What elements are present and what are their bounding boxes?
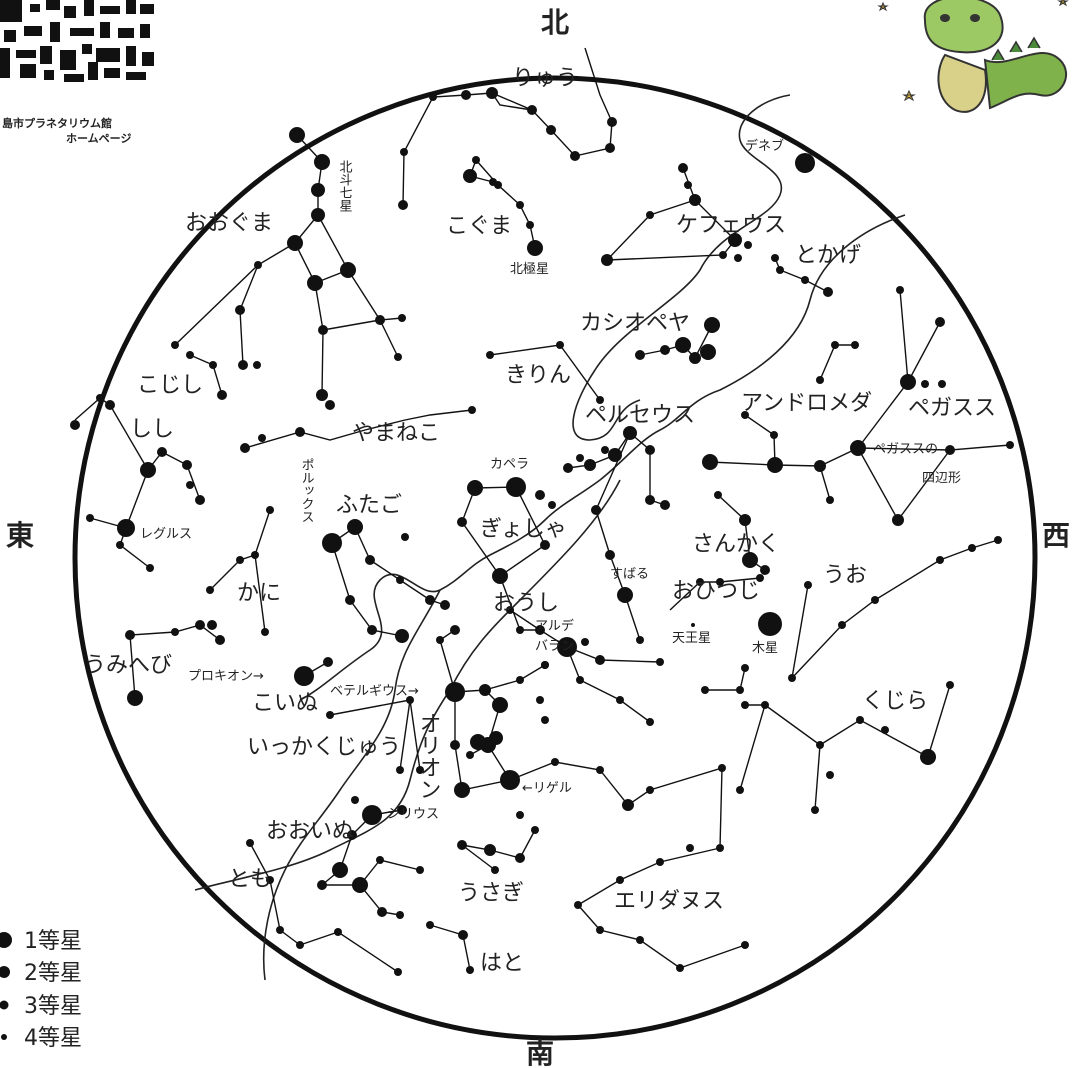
- label-oushi: おうし: [493, 591, 559, 616]
- label-ooinu: おおいぬ: [266, 819, 354, 844]
- stars: [70, 87, 1014, 976]
- label-kirin: きりん: [505, 363, 571, 388]
- south-label: 南: [526, 1037, 554, 1068]
- horizon-circle: [72, 75, 1038, 1041]
- label-sankaku: さんかく: [692, 532, 780, 557]
- label-subaru: すばる: [610, 567, 649, 582]
- label-procyon: プロキオン→: [188, 669, 264, 684]
- qr-code[interactable]: 島市プラネタリウム館 ホームページ: [0, 0, 160, 145]
- label-andromeda: アンドロメダ: [741, 391, 872, 416]
- label-koguma: こぐま: [446, 214, 512, 239]
- legend-dot-mag4: [1, 1034, 7, 1040]
- label-perseus: ペルセウス: [585, 403, 695, 428]
- label-eridanus: エリダヌス: [614, 889, 724, 914]
- constellation-labels: りゅう こぐま おおぐま 北斗七星 北極星 こじし しし レグルス やまねこ き…: [84, 66, 996, 976]
- magnitude-legend: 1等星 2等星 3等星 4等星: [0, 929, 82, 1051]
- legend-label-mag3: 3等星: [24, 994, 82, 1019]
- legend-dot-mag1: [0, 932, 12, 948]
- legend-label-mag4: 4等星: [24, 1026, 82, 1051]
- label-tomo: とも: [228, 867, 272, 892]
- label-umihebi: うみへび: [84, 653, 172, 678]
- qr-caption-line1: 島市プラネタリウム館: [2, 116, 112, 130]
- label-tokage: とかげ: [795, 243, 861, 268]
- legend-label-mag1: 1等星: [24, 929, 82, 954]
- legend-dot-mag3: [0, 1000, 9, 1010]
- label-aldebaran-1: アルデ: [535, 618, 574, 634]
- label-tennousei: 天王星: [672, 631, 711, 646]
- label-uo: うお: [823, 563, 867, 588]
- label-kani: かに: [237, 581, 281, 606]
- label-deneb: デネブ: [745, 138, 784, 154]
- label-pollux: ポルックス: [299, 458, 314, 523]
- label-pegasus-square-1: ペガススの: [873, 442, 938, 457]
- label-usagi: うさぎ: [458, 881, 524, 906]
- label-hokkyokusei: 北極星: [510, 261, 549, 277]
- label-hato: はと: [480, 951, 524, 976]
- west-label: 西: [1042, 519, 1070, 552]
- legend-label-mag2: 2等星: [24, 961, 82, 986]
- label-orion: オリオン: [416, 712, 441, 800]
- label-capella: カペラ: [490, 457, 529, 472]
- label-betelgeuse: ベテルギウス→: [330, 684, 419, 699]
- qr-caption-line2: ホームページ: [66, 132, 131, 145]
- label-sirius: シリウス: [387, 807, 439, 822]
- label-cassiopeia: カシオペヤ: [580, 311, 690, 336]
- label-pegasus: ペガスス: [908, 396, 996, 421]
- milky-way-outline: [194, 94, 906, 981]
- label-aldebaran-2: バラン: [535, 639, 574, 654]
- label-mokusei: 木星: [752, 641, 778, 656]
- dragon-mascot-image: [877, 0, 1069, 113]
- east-label: 東: [6, 519, 34, 552]
- north-label: 北: [541, 6, 569, 39]
- label-rigel: ←リゲル: [522, 781, 572, 796]
- constellation-lines: [74, 47, 1011, 973]
- label-kojishi: こじし: [137, 373, 203, 398]
- label-ryuu: りゅう: [512, 66, 578, 91]
- label-yamaneko: やまねこ: [352, 421, 440, 446]
- label-futago: ふたご: [336, 493, 402, 518]
- label-kujira: くじら: [862, 689, 928, 714]
- label-ikkakujuu: いっかくじゅう: [247, 735, 401, 760]
- label-ookuma: おおぐま: [185, 211, 273, 236]
- label-gyosha: ぎょしゃ: [480, 517, 567, 542]
- label-pegasus-square-2: 四辺形: [922, 471, 961, 486]
- legend-dot-mag2: [0, 966, 10, 978]
- label-koinu: こいぬ: [252, 691, 318, 716]
- label-ohitsuji: おひつじ: [672, 579, 760, 604]
- label-regulus: レグルス: [140, 527, 192, 542]
- label-cepheus: ケフェウス: [676, 213, 786, 238]
- label-hokuto: 北斗七星: [337, 160, 353, 212]
- label-shishi: しし: [130, 417, 174, 442]
